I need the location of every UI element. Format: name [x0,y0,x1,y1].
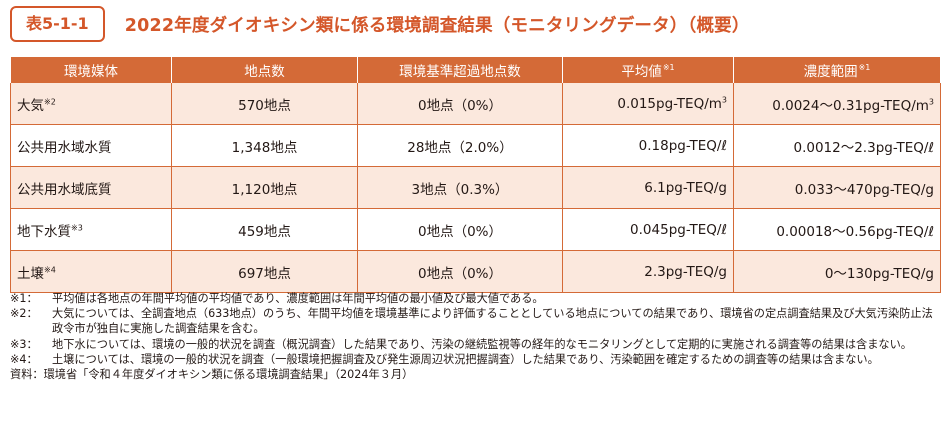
table-row: 公共用水域底質 1,120地点 3地点（0.3%） 6.1pg-TEQ/g 0.… [10,166,941,209]
cell-range: 0.00018～0.56pg-TEQ/ℓ [733,208,941,251]
footnote: ※1： 平均値は各地点の年間平均値の平均値であり、濃度範囲は年間平均値の最小値及… [10,291,940,306]
cell-range: 0.0024～0.31pg-TEQ/m3 [733,83,941,125]
footnote-mark: ※1： [10,292,38,305]
footnote-mark: ※4： [10,352,38,366]
footnote-text: 地下水については、環境の一般的状況を調査（概況調査）した結果であり、汚染の継続監… [52,337,912,351]
source-text: 環境省「令和４年度ダイオキシン類に係る環境調査結果」（2024年３月） [43,368,414,382]
cell-medium: 公共用水域水質 [10,124,172,167]
cell-medium: 大気※2 [10,83,172,125]
header-range: 濃度範囲※1 [733,57,941,83]
header-mean: 平均値※1 [562,57,734,83]
footnote-mark: ※3： [10,337,38,351]
source-line: 資料： 環境省「令和４年度ダイオキシン類に係る環境調査結果」（2024年３月） [10,367,940,382]
dioxin-survey-table: 環境媒体 地点数 環境基準超過地点数 平均値※1 濃度範囲※1 大気※2 570… [10,57,941,293]
cell-mean: 0.015pg-TEQ/m3 [562,83,734,125]
footnote-text: 平均値は各地点の年間平均値の平均値であり、濃度範囲は年間平均値の最小値及び最大値… [52,292,544,305]
header-exceed: 環境基準超過地点数 [357,57,563,83]
cell-mean: 0.045pg-TEQ/ℓ [562,208,734,251]
cell-exceed: 0地点（0%） [357,250,563,293]
footnote: ※4： 土壌については、環境の一般的状況を調査（一般環境把握調査及び発生源周辺状… [10,352,940,367]
table-row: 土壌※4 697地点 0地点（0%） 2.3pg-TEQ/g 0～130pg-T… [10,250,941,293]
cell-medium: 地下水質※3 [10,208,172,251]
cell-range: 0～130pg-TEQ/g [733,250,941,293]
cell-exceed: 28地点（2.0%） [357,124,563,167]
footnote: ※3： 地下水については、環境の一般的状況を調査（概況調査）した結果であり、汚染… [10,337,940,352]
cell-range: 0.0012～2.3pg-TEQ/ℓ [733,124,941,167]
table-title: 2022年度ダイオキシン類に係る環境調査結果（モニタリングデータ）（概要） [124,15,750,36]
cell-exceed: 0地点（0%） [357,208,563,251]
cell-mean: 0.18pg-TEQ/ℓ [562,124,734,167]
cell-range: 0.033～470pg-TEQ/g [733,166,941,209]
source-label: 資料： [10,368,44,382]
cell-points: 697地点 [171,250,358,293]
table-row: 地下水質※3 459地点 0地点（0%） 0.045pg-TEQ/ℓ 0.000… [10,208,941,251]
header-range-note: ※1 [858,63,871,72]
table-title-row: 表5-1-1 2022年度ダイオキシン類に係る環境調査結果（モニタリングデータ）… [10,6,750,42]
cell-points: 1,348地点 [171,124,358,167]
header-mean-note: ※1 [662,63,675,72]
footnote-text: 大気については、全調査地点（633地点）のうち、年間平均値を環境基準により評価す… [52,307,933,336]
cell-points: 459地点 [171,208,358,251]
footnote: ※2： 大気については、全調査地点（633地点）のうち、年間平均値を環境基準によ… [10,306,940,336]
table-number-badge: 表5-1-1 [10,6,105,42]
footnote-mark: ※2： [10,307,38,321]
cell-exceed: 0地点（0%） [357,83,563,125]
table-header-row: 環境媒体 地点数 環境基準超過地点数 平均値※1 濃度範囲※1 [10,57,941,83]
cell-points: 1,120地点 [171,166,358,209]
cell-exceed: 3地点（0.3%） [357,166,563,209]
header-medium: 環境媒体 [10,57,172,83]
cell-mean: 6.1pg-TEQ/g [562,166,734,209]
footnote-text: 土壌については、環境の一般的状況を調査（一般環境把握調査及び発生源周辺状況把握調… [52,352,879,366]
cell-points: 570地点 [171,83,358,125]
table-row: 公共用水域水質 1,348地点 28地点（2.0%） 0.18pg-TEQ/ℓ … [10,124,941,167]
cell-medium: 公共用水域底質 [10,166,172,209]
cell-mean: 2.3pg-TEQ/g [562,250,734,293]
cell-medium: 土壌※4 [10,250,172,293]
footnotes: ※1： 平均値は各地点の年間平均値の平均値であり、濃度範囲は年間平均値の最小値及… [10,291,940,382]
header-points: 地点数 [171,57,358,83]
table-row: 大気※2 570地点 0地点（0%） 0.015pg-TEQ/m3 0.0024… [10,83,941,125]
